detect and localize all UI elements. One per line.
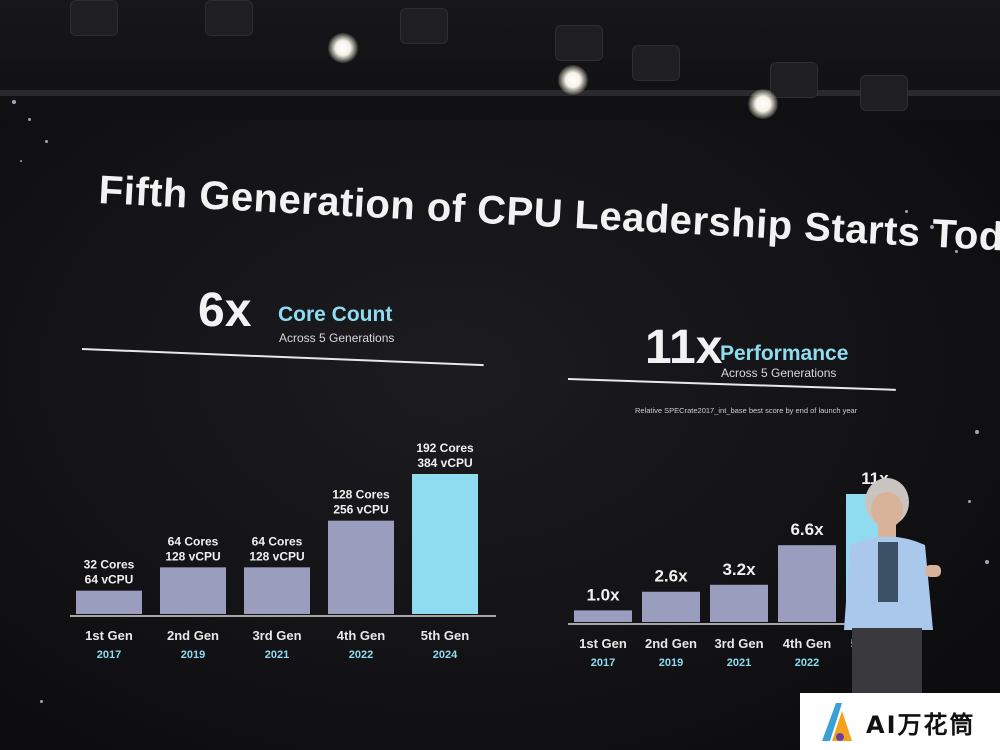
bar [160, 567, 226, 614]
bar-value-label: 128 vCPU [249, 549, 304, 563]
bar-value-label: 3.2x [722, 560, 756, 579]
x-year-label: 2024 [433, 649, 458, 661]
bar [76, 590, 142, 614]
bar-value-label: 192 Cores [416, 441, 474, 455]
stage-light-fixture [70, 0, 118, 36]
x-tick-label: 4th Gen [337, 628, 385, 643]
bar-value-label: 128 Cores [332, 488, 390, 502]
watermark-logo-icon [822, 703, 852, 741]
stage-light-fixture [205, 0, 253, 36]
performance-title: Performance [720, 342, 849, 365]
x-year-label: 2019 [659, 657, 683, 669]
bar [710, 584, 768, 622]
x-tick-label: 5th Gen [421, 628, 469, 643]
bar-value-label: 64 vCPU [85, 573, 134, 587]
core-count-multiplier: 6x [198, 284, 252, 337]
x-tick-label: 4th Gen [783, 636, 831, 651]
bar-value-label: 64 Cores [168, 534, 219, 548]
presentation-screen [0, 120, 1000, 750]
decor-sparkle [968, 500, 971, 503]
bar-value-label: 1.0x [586, 585, 620, 604]
presenter-figure [844, 478, 941, 695]
bar [778, 545, 836, 622]
x-year-label: 2022 [349, 649, 373, 661]
x-tick-label: 3rd Gen [714, 636, 763, 651]
watermark-text: AI万花筒 [866, 711, 976, 739]
x-year-label: 2021 [727, 657, 751, 669]
stage-light-fixture [632, 45, 680, 81]
decor-sparkle [930, 225, 934, 229]
watermark-badge: AI万花筒 [800, 693, 1000, 750]
performance-subtitle: Across 5 Generations [721, 366, 837, 380]
x-year-label: 2022 [795, 657, 819, 669]
x-year-label: 2019 [181, 649, 205, 661]
x-tick-label: 1st Gen [85, 628, 133, 643]
bar-value-label: 2.6x [654, 567, 688, 586]
decor-sparkle [905, 210, 908, 213]
spotlight-icon [328, 33, 358, 63]
decor-sparkle [20, 160, 22, 162]
stage-light-fixture [400, 8, 448, 44]
bar-value-label: 6.6x [790, 520, 824, 539]
x-tick-label: 2nd Gen [167, 628, 219, 643]
bar [412, 474, 478, 614]
stage-light-fixture [770, 62, 818, 98]
x-year-label: 2017 [591, 657, 615, 669]
decor-sparkle [28, 118, 31, 121]
bar [328, 520, 394, 614]
bar-value-label: 64 Cores [252, 534, 303, 548]
stage-light-fixture [555, 25, 603, 61]
bar-value-label: 256 vCPU [333, 503, 388, 517]
bar-value-label: 128 vCPU [165, 549, 220, 563]
x-year-label: 2021 [265, 649, 289, 661]
decor-sparkle [955, 250, 958, 253]
bar [642, 591, 700, 622]
decor-sparkle [40, 700, 43, 703]
decor-sparkle [975, 430, 979, 434]
spotlight-icon [558, 65, 588, 95]
stage-light-fixture [860, 75, 908, 111]
x-tick-label: 2nd Gen [645, 636, 697, 651]
spotlight-icon [748, 89, 778, 119]
bar-value-label: 32 Cores [84, 558, 135, 572]
lighting-truss [0, 90, 1000, 96]
core-count-title: Core Count [278, 303, 393, 326]
bar-value-label: 384 vCPU [417, 456, 472, 470]
performance-footnote: Relative SPECrate2017_int_base best scor… [635, 406, 858, 415]
bar [574, 610, 632, 622]
core-count-subtitle: Across 5 Generations [279, 331, 395, 345]
x-tick-label: 3rd Gen [252, 628, 301, 643]
decor-sparkle [12, 100, 16, 104]
bar [244, 567, 310, 614]
x-year-label: 2017 [97, 649, 121, 661]
x-tick-label: 1st Gen [579, 636, 627, 651]
performance-multiplier: 11x [645, 321, 723, 374]
decor-sparkle [985, 560, 989, 564]
decor-sparkle [45, 140, 48, 143]
